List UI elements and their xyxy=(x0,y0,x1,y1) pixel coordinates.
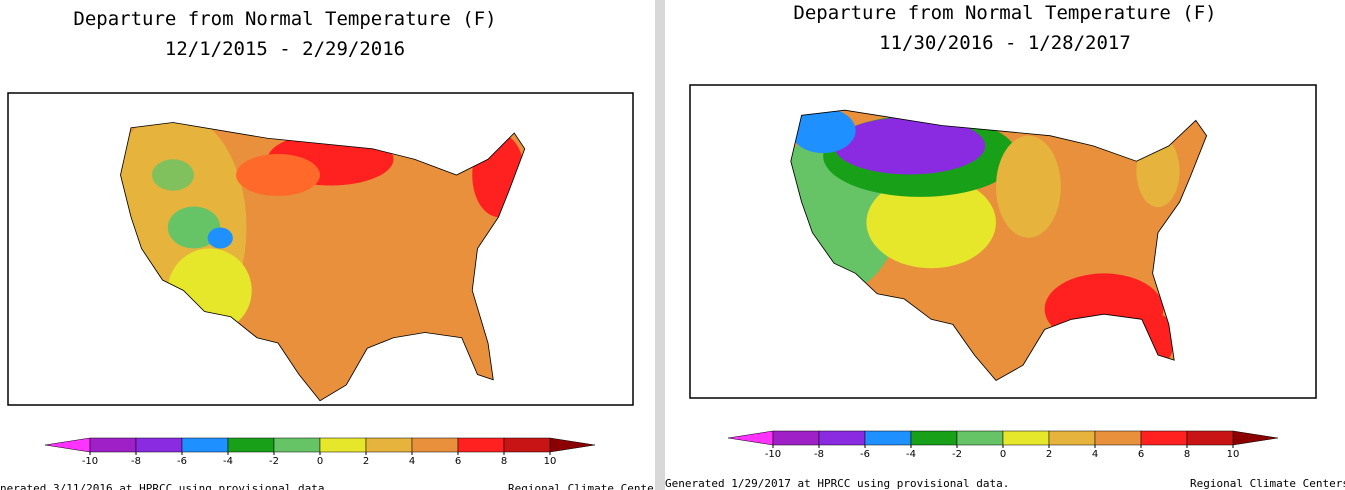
colorbar-segment xyxy=(1094,430,1142,446)
colorbar-tick-label: 6 xyxy=(1138,449,1144,460)
divider xyxy=(655,0,665,490)
colorbar-tick-label: -6 xyxy=(177,456,187,467)
colorbar-tick-label: -10 xyxy=(82,456,98,467)
footer-right: Regional Climate Centers xyxy=(1190,477,1345,490)
footer-left: Generated 1/29/2017 at HPRCC using provi… xyxy=(665,477,1009,490)
colorbar-under xyxy=(44,437,91,453)
colorbar-segment xyxy=(135,437,183,453)
map-title: Departure from Normal Temperature (F) xyxy=(793,2,1216,24)
colorbar-tick-label: 6 xyxy=(455,456,461,467)
colorbar-segment xyxy=(956,430,1004,446)
colorbar-segment xyxy=(503,437,551,453)
colorbar-segment xyxy=(864,430,912,446)
map-subtitle: 11/30/2016 - 1/28/2017 xyxy=(879,32,1131,54)
colorbar-tick-label: 0 xyxy=(317,456,323,467)
colorbar: -10 -8 -6 -4 -2 0 2 4 6 8 10 xyxy=(727,430,1279,460)
colorbar-under xyxy=(727,430,774,446)
panel: Departure from Normal Temperature (F) 12… xyxy=(0,8,667,490)
colorbar-tick-label: -4 xyxy=(223,456,233,467)
colorbar: -10 -8 -6 -4 -2 0 2 4 6 8 10 xyxy=(44,437,596,467)
colorbar-segment xyxy=(1002,430,1050,446)
colorbar-segment xyxy=(411,437,459,453)
colorbar-tick-label: 10 xyxy=(544,456,557,467)
colorbar-tick-label: -8 xyxy=(131,456,141,467)
colorbar-segment xyxy=(89,437,137,453)
colorbar-segment xyxy=(910,430,958,446)
colorbar-tick-label: 8 xyxy=(1184,449,1190,460)
colorbar-segment xyxy=(457,437,505,453)
colorbar-segment xyxy=(1140,430,1188,446)
colorbar-tick-label: 4 xyxy=(1092,449,1098,460)
colorbar-tick-label: 10 xyxy=(1227,449,1240,460)
colorbar-segment xyxy=(818,430,866,446)
colorbar-tick-label: -8 xyxy=(814,449,824,460)
colorbar-segment xyxy=(1186,430,1234,446)
colorbar-tick-label: 4 xyxy=(409,456,415,467)
colorbar-tick-label: 8 xyxy=(501,456,507,467)
colorbar-over xyxy=(549,437,596,453)
footer-right: Regional Climate Centers xyxy=(508,482,667,490)
map-title: Departure from Normal Temperature (F) xyxy=(73,8,496,30)
colorbar-tick-label: 2 xyxy=(363,456,369,467)
colorbar-segment xyxy=(365,437,413,453)
colorbar-tick-label: -6 xyxy=(860,449,870,460)
colorbar-tick-label: -2 xyxy=(952,449,962,460)
colorbar-segment xyxy=(181,437,229,453)
map-subtitle: 12/1/2015 - 2/29/2016 xyxy=(165,38,405,60)
colorbar-over xyxy=(1232,430,1279,446)
colorbar-segment xyxy=(319,437,367,453)
colorbar-tick-label: -10 xyxy=(765,449,781,460)
colorbar-tick-label: 2 xyxy=(1046,449,1052,460)
colorbar-tick-label: -2 xyxy=(269,456,279,467)
colorbar-segment xyxy=(1048,430,1096,446)
colorbar-segment xyxy=(273,437,321,453)
panel: Departure from Normal Temperature (F) 11… xyxy=(665,2,1345,490)
colorbar-tick-label: -4 xyxy=(906,449,916,460)
colorbar-tick-label: 0 xyxy=(1000,449,1006,460)
footer-left: nerated 3/11/2016 at HPRCC using provisi… xyxy=(0,482,331,490)
colorbar-segment xyxy=(772,430,820,446)
colorbar-segment xyxy=(227,437,275,453)
